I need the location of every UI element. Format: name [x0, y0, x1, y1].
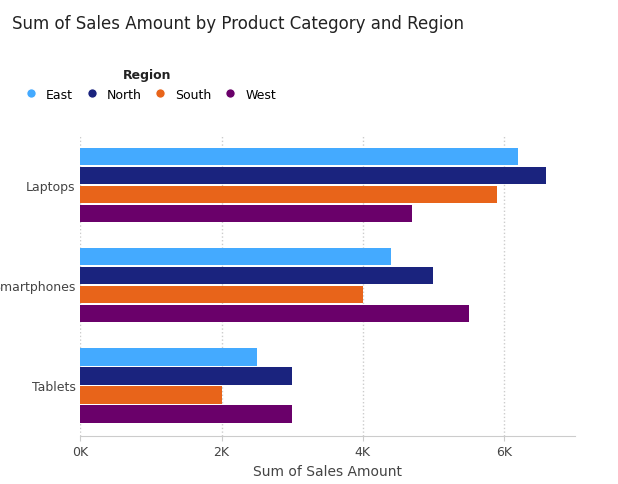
Bar [80, 406, 292, 423]
Bar [80, 287, 363, 304]
Bar [80, 367, 292, 385]
Legend: East, North, South, West: East, North, South, West [19, 69, 276, 101]
Text: Sum of Sales Amount by Product Category and Region: Sum of Sales Amount by Product Category … [12, 15, 464, 32]
Bar [80, 267, 433, 285]
Bar [80, 386, 222, 404]
Bar [80, 348, 257, 366]
X-axis label: Sum of Sales Amount: Sum of Sales Amount [253, 464, 402, 478]
Bar [80, 186, 497, 204]
Bar [80, 148, 519, 166]
Bar [80, 248, 391, 266]
Bar [80, 305, 469, 323]
Bar [80, 205, 412, 223]
Bar [80, 167, 546, 185]
